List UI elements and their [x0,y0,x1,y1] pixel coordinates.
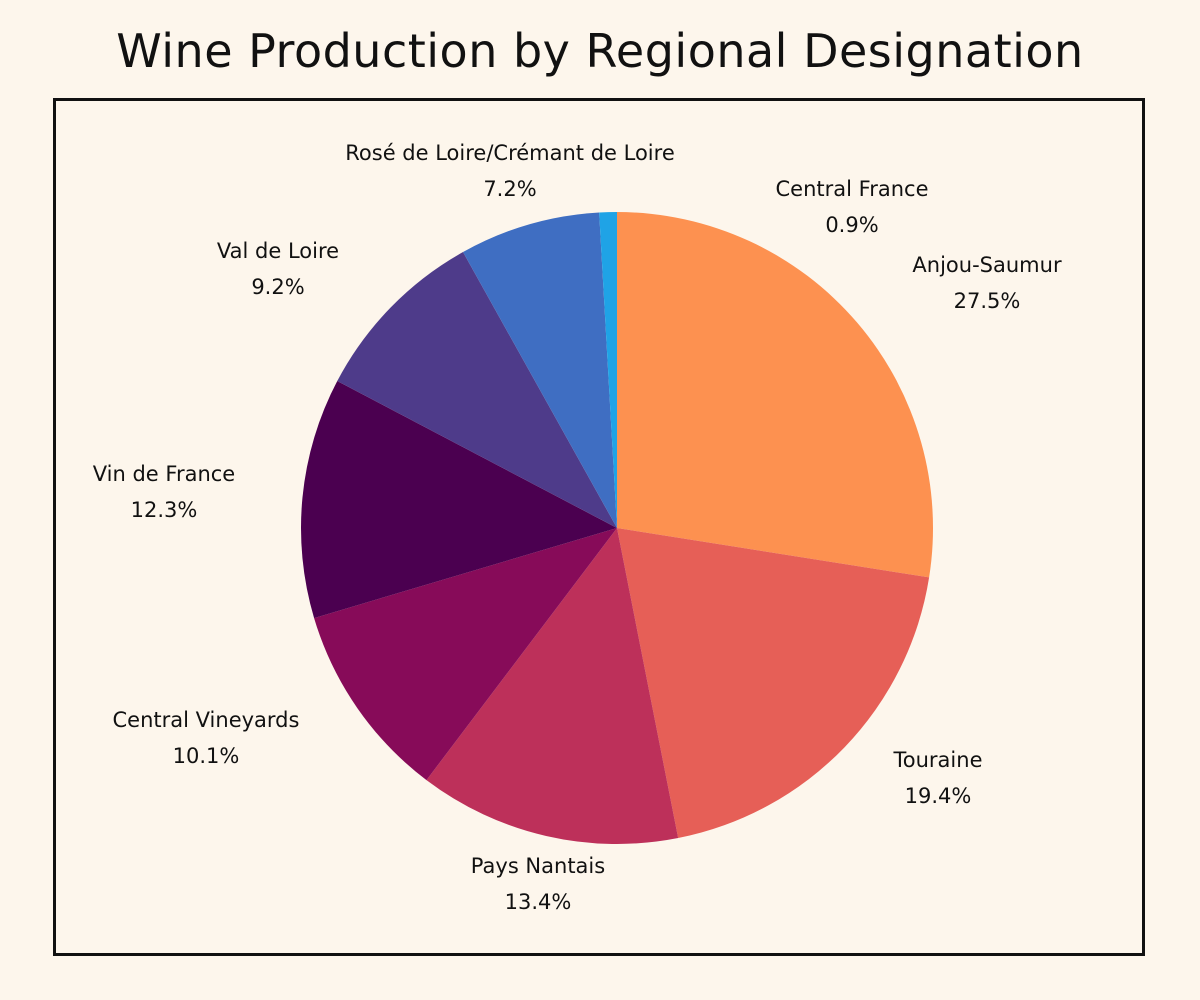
slice-value-anjou-saumur: 27.5% [954,289,1021,313]
pie-slice-pays-nantais [426,528,679,844]
slice-label-central-france: Central France [776,177,929,201]
slice-value-rose-de-loire-cremant-de-loire: 7.2% [483,177,536,201]
pie-slice-central-france [599,212,617,528]
pie-slice-touraine [617,528,930,839]
pie-slices [301,212,933,844]
slice-label-touraine: Touraine [893,748,983,772]
slice-value-touraine: 19.4% [905,784,972,808]
chart-frame [53,98,1145,956]
pie-slice-vin-de-france [301,381,617,619]
slice-value-val-de-loire: 9.2% [251,275,304,299]
slice-label-anjou-saumur: Anjou-Saumur [912,253,1062,277]
pie-slice-val-de-loire [337,252,617,528]
slice-label-pays-nantais: Pays Nantais [471,854,605,878]
pie-labels: Anjou-Saumur 27.5% Touraine 19.4% Pays Nanta… [93,141,1062,914]
chart-title: Wine Production by Regional Designation [116,24,1084,78]
slice-label-rose-de-loire-cremant-de-loire: Rosé de Loire/Crémant de Loire [345,141,674,165]
slice-label-vin-de-france: Vin de France [93,462,235,486]
pie-slice-central-vineyards [314,528,617,781]
slice-value-pays-nantais: 13.4% [505,890,572,914]
pie-slice-anjou-saumur [617,212,933,578]
slice-value-central-france: 0.9% [825,213,878,237]
pie-slice-rose-de-loire-cremant-de-loire [463,212,617,528]
slice-value-vin-de-france: 12.3% [131,498,198,522]
slice-label-central-vineyards: Central Vineyards [113,708,300,732]
slice-label-val-de-loire: Val de Loire [217,239,339,263]
slice-value-central-vineyards: 10.1% [173,744,240,768]
